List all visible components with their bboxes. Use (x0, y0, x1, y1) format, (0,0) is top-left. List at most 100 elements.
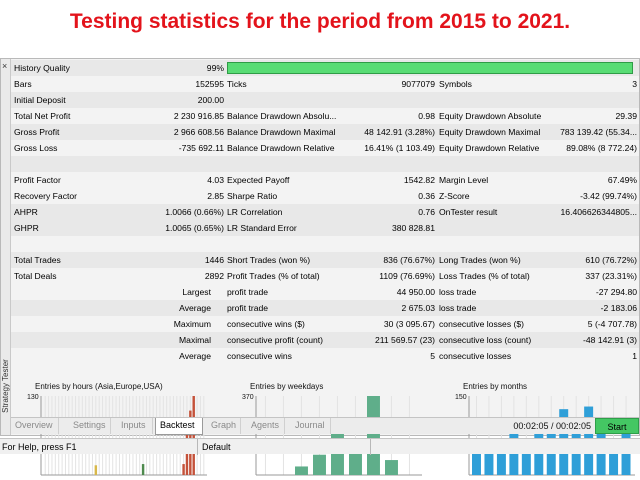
col3-value: -3.42 (99.74%) (580, 191, 637, 201)
col1-label: Initial Deposit (14, 95, 66, 105)
col3-value: 29.39 (615, 111, 637, 121)
stats-row: Total Deals 2892 Profit Trades (% of total… (11, 268, 639, 284)
col2-label: Sharpe Ratio (227, 191, 278, 201)
col3-value: -27 294.80 (595, 287, 637, 297)
stats-row: Maximal consecutive profit (count) 211 569… (11, 332, 639, 348)
chart-bar (313, 454, 326, 475)
status-divider (370, 439, 371, 455)
col3-label: Equity Drawdown Maximal (439, 127, 541, 137)
stats-row: Average profit trade 2 675.03 loss trade -2 … (11, 300, 639, 316)
stats-row: Total Trades 1446 Short Trades (won %) 836 … (11, 252, 639, 268)
col2-value: 0.98 (418, 111, 435, 121)
stats-row: AHPR 1.0066 (0.66%) LR Correlation 0.76 OnTe… (11, 204, 639, 220)
chart-bar (385, 460, 398, 475)
col2-label: LR Standard Error (227, 223, 297, 233)
tab-inputs[interactable]: Inputs (117, 418, 153, 434)
col1-label: Gross Profit (14, 127, 60, 137)
col2-label (227, 92, 342, 108)
stats-row: Initial Deposit 200.00 (11, 92, 639, 108)
col2-value: 1109 (76.69%) (379, 271, 435, 281)
col3-value (536, 156, 637, 172)
chart-bar (192, 396, 195, 475)
stats-row: Largest profit trade 44 950.00 loss trade -2… (11, 284, 639, 300)
col1-value: 1.0066 (0.66%) (165, 207, 224, 217)
col1-value: -735 692.11 (178, 143, 224, 153)
col1-value: 2 230 916.85 (173, 111, 224, 121)
stats-row: Profit Factor 4.03 Expected Payoff 1542.82 M… (11, 172, 639, 188)
chart-bar (94, 465, 98, 475)
col2-value (331, 92, 435, 108)
col3-value: 610 (76.72%) (585, 255, 637, 265)
stats-row: Bars 152595 Ticks 9077079 Symbols 3 (11, 76, 639, 92)
col3-value: 3 (632, 79, 637, 89)
tab-agents[interactable]: Agents (247, 418, 285, 434)
col3-value: 337 (23.31%) (585, 271, 637, 281)
close-icon[interactable]: × (2, 61, 8, 71)
col3-value: 1 (632, 351, 637, 361)
status-profile: Default (197, 439, 231, 455)
col3-value: -2 183.06 (600, 303, 637, 313)
stats-row-history-quality: History Quality 99% (11, 60, 639, 76)
chart-bar (496, 446, 506, 475)
col3-label: OnTester result (439, 207, 498, 217)
side-panel: × Strategy Tester (1, 59, 11, 435)
chart-bar (609, 443, 619, 475)
col2-label: profit trade (227, 287, 269, 297)
col1-label: Total Deals (14, 271, 57, 281)
col2-label: consecutive profit (count) (227, 335, 324, 345)
stats-row (11, 156, 639, 172)
stats-row: Maximum consecutive wins ($) 30 (3 095.67)… (11, 316, 639, 332)
strategy-tester-label: Strategy Tester (1, 359, 10, 413)
chart-title: Entries by weekdays (250, 382, 324, 391)
col3-value: 5 (-4 707.78) (587, 319, 637, 329)
col1-value: Average (179, 303, 211, 313)
col2-value: 0.76 (418, 207, 435, 217)
col3-label: Long Trades (won %) (439, 255, 521, 265)
col2-label (227, 236, 342, 252)
col3-label: Margin Level (439, 175, 489, 185)
elapsed-timer: 00:02:05 / 00:02:05 (513, 421, 591, 431)
col2-value: 48 142.91 (3.28%) (364, 127, 435, 137)
status-bar: For Help, press F1 Default (0, 438, 640, 455)
tab-backtest[interactable]: Backtest (155, 418, 203, 435)
col3-label: Z-Score (439, 191, 470, 201)
stats-row: Gross Loss -735 692.11 Balance Drawdown Re… (11, 140, 639, 156)
col2-label: consecutive wins (227, 351, 292, 361)
tab-overview[interactable]: Overview (11, 418, 59, 434)
start-button[interactable]: Start (595, 418, 639, 434)
col2-label: Expected Payoff (227, 175, 290, 185)
tab-journal[interactable]: Journal (291, 418, 331, 434)
tab-graph[interactable]: Graph (207, 418, 241, 434)
stats-row: Recovery Factor 2.85 Sharpe Ratio 0.36 Z-Sco… (11, 188, 639, 204)
col2-value: 9077079 (401, 79, 435, 89)
col3-label: Symbols (439, 79, 472, 89)
col2-value: 0.36 (418, 191, 435, 201)
col3-value (536, 92, 637, 108)
col3-label: consecutive losses (439, 351, 512, 361)
col2-label (227, 156, 342, 172)
col1-value: Average (179, 351, 211, 361)
col1-value: Maximal (179, 335, 211, 345)
col1-value: 152595 (195, 79, 224, 89)
col3-label: Loss Trades (% of total) (439, 271, 530, 281)
col1-value: 1.0065 (0.65%) (165, 223, 224, 233)
col1-label: Profit Factor (14, 175, 61, 185)
chart-y-max-label: 370 (242, 394, 254, 401)
col3-label: consecutive loss (count) (439, 335, 532, 345)
tab-settings[interactable]: Settings (69, 418, 111, 434)
col1-label: AHPR (14, 207, 38, 217)
col2-value: 2 675.03 (401, 303, 435, 313)
tester-tab-bar: Overview Settings Inputs Backtest Graph … (11, 417, 639, 435)
col2-label: Short Trades (won %) (227, 255, 311, 265)
history-quality-bar (227, 62, 633, 74)
col1-value: 2 966 608.56 (173, 127, 224, 137)
col3-label: Equity Drawdown Absolute (439, 111, 542, 121)
col3-value: -48 142.91 (3) (583, 335, 637, 345)
col2-value: 44 950.00 (396, 287, 435, 297)
col2-label: Balance Drawdown Relative (227, 143, 335, 153)
status-help-text: For Help, press F1 (2, 442, 77, 452)
col2-value: 211 569.57 (23) (374, 335, 435, 345)
col2-value: 16.41% (1 103.49) (364, 143, 435, 153)
stats-row: Total Net Profit 2 230 916.85 Balance Draw… (11, 108, 639, 124)
col3-label: loss trade (439, 287, 477, 297)
